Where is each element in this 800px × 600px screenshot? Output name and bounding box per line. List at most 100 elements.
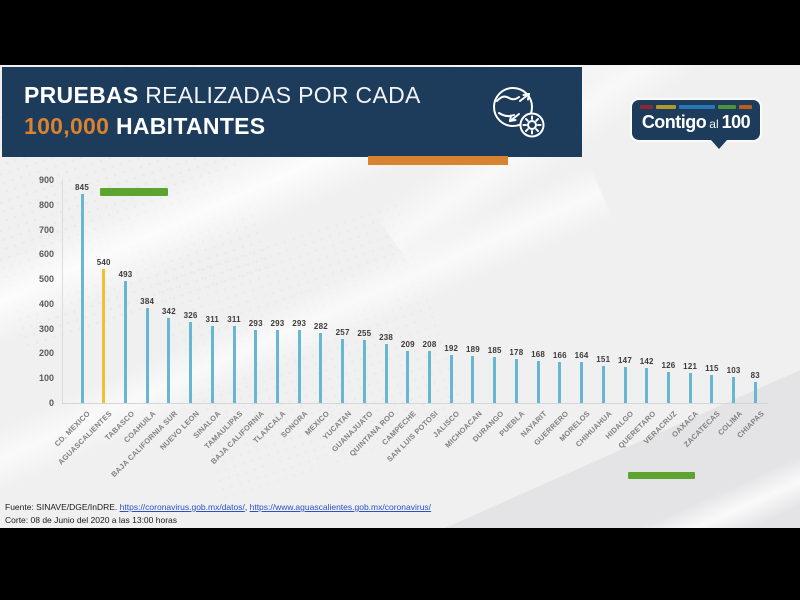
bar-value-label: 178 [509,347,524,357]
bar-value-label: 185 [487,346,502,356]
bar [514,358,518,403]
bar-value-label: 147 [618,355,632,365]
y-axis-label: 100 [38,373,54,384]
fuente-line: Fuente: SINAVE/DGE/InDRE. https://corona… [5,502,432,512]
bar [666,371,670,403]
y-axis-label: 400 [38,298,54,309]
bar-value-label: 115 [705,363,719,373]
fuente-label: Fuente: SINAVE/DGE/InDRE. [5,502,118,512]
link-coronavirus-gob[interactable]: https://coronavirus.gob.mx/datos/ [119,502,245,512]
bar [645,367,649,403]
logo-stripe [738,105,753,109]
bar-value-label: 168 [531,350,546,360]
logo-text-al: al [709,117,719,131]
bar [167,318,171,403]
bar [341,339,345,403]
logo-text-100: 100 [721,112,751,132]
bar [145,307,149,403]
bar [189,322,193,403]
bar-value-label: 121 [683,362,698,372]
bar-value-label: 293 [270,319,285,329]
y-axis-label: 800 [38,199,54,210]
logo-stripe [656,105,676,109]
corte-line: Corte: 08 de Junio del 2020 a las 13:00 … [5,515,178,525]
page-title: PRUEBAS REALIZADAS POR CADA 100,000 HABI… [24,80,421,142]
bar [362,339,366,403]
logo-speech-tail [711,140,728,149]
bar-value-label: 311 [227,314,241,324]
logo-text-contigo: Contigo [641,112,707,132]
y-axis-label: 300 [38,323,54,334]
title-line-1: PRUEBAS REALIZADAS POR CADA [24,82,421,108]
bar-value-label: 255 [357,328,372,338]
bar-value-label: 103 [726,366,741,376]
bar [536,361,540,403]
bar [753,382,757,403]
bar [710,374,714,403]
bar [210,325,214,403]
bar-value-label: 209 [400,340,415,350]
slide-background: PRUEBAS REALIZADAS POR CADA 100,000 HABI… [0,65,800,528]
y-axis-label: 700 [38,224,54,235]
bar-value-label: 384 [140,296,155,306]
chart-layer: 0 100 200 300 400 500 600 700 800 900 845 CD. MEXIC… [0,65,800,528]
bar [428,351,432,403]
source-footer: Fuente: SINAVE/DGE/InDRE. https://corona… [5,501,431,527]
bar [493,357,497,403]
bar [102,269,106,403]
bar-value-label: 311 [205,314,220,324]
bar-value-label: 293 [292,319,307,329]
green-highlight-bar-top [100,188,168,196]
bar-value-label: 540 [96,258,111,268]
logo-stripes [640,105,753,109]
bar [80,193,84,403]
bar [254,330,258,403]
contigo-al-100-logo: Contigo al 100 [630,98,762,149]
header-panel: PRUEBAS REALIZADAS POR CADA 100,000 HABI… [2,67,582,157]
bar [275,330,279,403]
bar-value-label: 282 [313,322,328,332]
bar [449,355,453,403]
bar [406,351,410,403]
bar-value-label: 342 [161,307,176,317]
bar [471,356,475,403]
logo-stripe [718,105,736,109]
bar [601,365,605,403]
y-axis-label: 0 [48,398,54,408]
y-axis-line [62,180,63,403]
bar [384,344,388,403]
bar-value-label: 189 [465,345,480,355]
bar-value-label: 126 [661,360,676,370]
bar [558,361,562,403]
bar [123,280,127,403]
x-axis-line [62,403,768,404]
bar [232,325,236,403]
bar-value-label: 257 [335,328,350,338]
bar [623,366,627,403]
bar-value-label: 493 [118,269,133,279]
bar-value-label: 326 [183,311,198,321]
bar-value-label: 142 [639,356,654,366]
bar-value-label: 151 [596,354,611,364]
bar-value-label: 83 [750,371,760,381]
link-aguascalientes-gob[interactable]: https://www.aguascalientes.gob.mx/corona… [249,502,432,512]
bar-value-label: 238 [379,333,394,343]
bar-value-label: 293 [248,319,263,329]
title-line-2: 100,000 HABITANTES [24,113,266,139]
bar [688,373,692,403]
bar [580,362,584,403]
globe-gear-icon [486,80,550,144]
y-axis-label: 500 [38,274,54,285]
bar-value-label: 845 [75,182,89,192]
logo-stripe [678,105,716,109]
y-axis-label: 200 [38,348,54,359]
bar [319,333,323,403]
logo-text: Contigo al 100 [632,112,760,133]
bar-value-label: 166 [552,350,567,360]
header-accent-bar [368,156,508,165]
bar [297,330,301,403]
y-axis-label: 600 [38,249,54,260]
bar-value-label: 192 [444,344,459,354]
bar-value-label: 208 [422,340,437,350]
bar [732,377,736,403]
